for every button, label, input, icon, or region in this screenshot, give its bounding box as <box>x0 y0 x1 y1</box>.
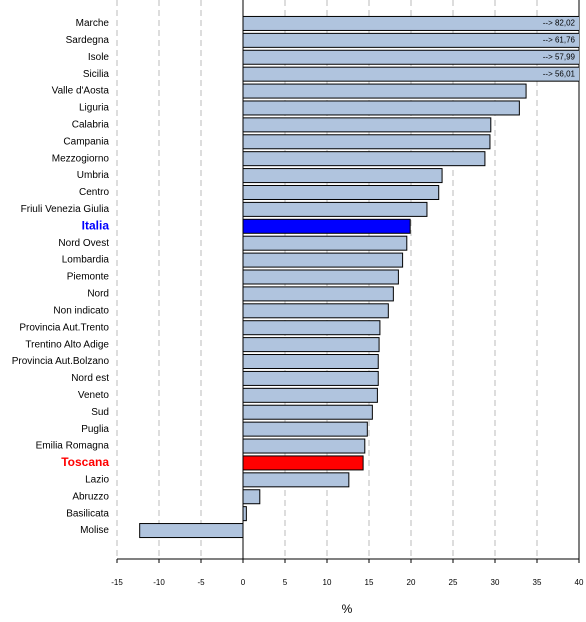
category-label: Nord Ovest <box>58 238 109 249</box>
category-label: Valle d'Aosta <box>52 86 110 97</box>
category-label: Provincia Aut.Bolzano <box>12 356 110 367</box>
category-label: Non indicato <box>53 305 109 316</box>
category-label: Liguria <box>79 103 109 114</box>
bar <box>242 15 579 31</box>
category-label: Veneto <box>78 390 110 401</box>
bar <box>242 421 368 437</box>
x-axis-label: % <box>342 602 353 616</box>
bar <box>242 235 408 251</box>
x-tick-label: 0 <box>241 578 246 587</box>
bar <box>242 387 378 403</box>
bar <box>242 201 428 217</box>
category-label: Friuli Venezia Giulia <box>21 204 110 215</box>
bar <box>242 438 366 454</box>
bar <box>242 83 527 99</box>
x-tick-label: -5 <box>197 578 205 587</box>
value-label: --> 57,99 <box>543 52 576 61</box>
bar <box>242 337 380 353</box>
bar <box>242 286 394 302</box>
x-tick-label: 40 <box>575 578 584 587</box>
category-label: Umbria <box>77 170 110 181</box>
category-label: Molise <box>80 525 109 536</box>
category-label: Lazio <box>85 474 109 485</box>
category-label: Provincia Aut.Trento <box>19 322 109 333</box>
value-label: --> 82,02 <box>543 19 576 28</box>
bar <box>242 49 579 65</box>
bar <box>242 303 389 319</box>
bar <box>242 354 379 370</box>
x-tick-label: 5 <box>283 578 288 587</box>
category-label: Abruzzo <box>72 491 109 502</box>
category-label: Trentino Alto Adige <box>25 339 109 350</box>
category-label: Piemonte <box>67 272 110 283</box>
bar <box>139 523 244 539</box>
x-tick-label: -10 <box>153 578 165 587</box>
value-label: --> 56,01 <box>543 69 576 78</box>
bar <box>242 218 411 234</box>
bar <box>242 455 364 471</box>
category-label: Sardegna <box>66 35 110 46</box>
bar <box>242 117 492 133</box>
category-label: Sicilia <box>83 69 110 80</box>
x-tick-label: 35 <box>533 578 542 587</box>
x-tick-label: -15 <box>111 578 123 587</box>
category-label: Puglia <box>81 424 109 435</box>
bar <box>242 66 579 82</box>
bar <box>242 269 399 285</box>
bar <box>242 184 440 200</box>
bar <box>242 168 443 184</box>
x-tick-label: 10 <box>323 578 332 587</box>
category-label: Nord est <box>71 373 109 384</box>
category-label: Centro <box>79 187 109 198</box>
category-label: Lombardia <box>62 255 110 266</box>
bar <box>242 100 520 116</box>
bar <box>242 320 381 336</box>
category-label: Calabria <box>72 120 110 131</box>
category-label: Toscana <box>61 455 109 469</box>
category-label: Campania <box>63 136 109 147</box>
category-label: Nord <box>87 289 109 300</box>
bar <box>242 151 486 167</box>
x-tick-label: 15 <box>365 578 374 587</box>
category-label: Basilicata <box>66 508 109 519</box>
bar <box>242 134 491 150</box>
x-tick-label: 30 <box>491 578 500 587</box>
category-label: Mezzogiorno <box>52 153 110 164</box>
bar <box>242 506 247 522</box>
x-tick-label: 25 <box>449 578 458 587</box>
category-label: Isole <box>88 52 110 63</box>
bar <box>242 472 350 488</box>
bar <box>242 370 379 386</box>
bar <box>242 489 261 505</box>
bar <box>242 32 579 48</box>
bar <box>242 404 373 420</box>
value-label: --> 61,76 <box>543 35 576 44</box>
category-label: Marche <box>76 18 110 29</box>
category-label: Emilia Romagna <box>36 441 110 452</box>
category-label: Italia <box>82 218 110 232</box>
x-tick-label: 20 <box>407 578 416 587</box>
category-label: Sud <box>91 407 109 418</box>
bar <box>242 252 404 268</box>
